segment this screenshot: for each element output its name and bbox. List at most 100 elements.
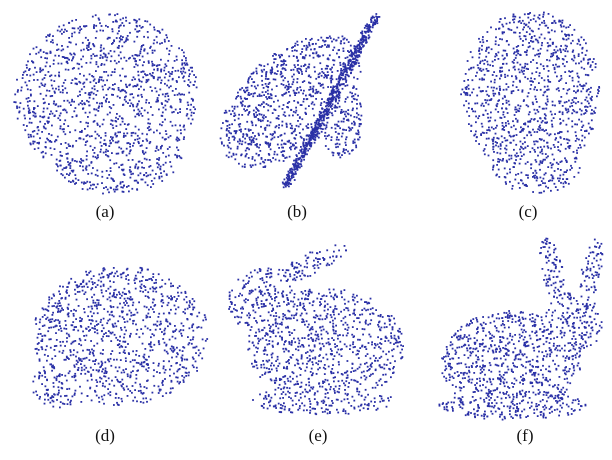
point xyxy=(319,62,321,64)
point xyxy=(138,100,140,102)
point xyxy=(68,180,70,182)
point xyxy=(506,173,508,175)
point xyxy=(319,55,321,57)
point xyxy=(174,325,176,327)
point xyxy=(541,22,543,24)
point xyxy=(338,154,340,156)
point xyxy=(508,69,510,71)
point xyxy=(153,311,155,313)
point xyxy=(294,138,296,140)
point xyxy=(495,40,497,42)
point xyxy=(542,161,544,163)
point xyxy=(126,37,128,39)
point xyxy=(335,131,337,133)
point xyxy=(188,75,190,77)
point xyxy=(137,85,139,87)
point xyxy=(516,109,518,111)
point xyxy=(492,140,494,142)
point xyxy=(97,133,99,135)
point xyxy=(148,309,150,311)
point xyxy=(288,175,290,177)
point xyxy=(154,50,156,52)
point xyxy=(94,55,96,57)
point xyxy=(70,310,72,312)
point xyxy=(338,139,340,141)
point xyxy=(590,64,592,66)
point xyxy=(534,15,536,17)
point xyxy=(44,335,46,337)
point xyxy=(32,381,34,383)
point xyxy=(58,75,60,77)
point xyxy=(45,308,47,310)
point xyxy=(494,59,496,61)
point xyxy=(273,62,275,64)
point xyxy=(544,79,546,81)
point xyxy=(157,166,159,168)
point xyxy=(343,129,345,131)
point xyxy=(62,85,64,87)
point xyxy=(535,71,537,73)
point xyxy=(122,17,124,19)
point xyxy=(256,114,258,116)
point xyxy=(147,175,149,177)
point xyxy=(86,79,88,81)
point xyxy=(192,309,194,311)
point xyxy=(94,305,96,307)
point xyxy=(117,344,119,346)
point xyxy=(52,42,54,44)
point xyxy=(361,33,363,35)
point xyxy=(98,280,100,282)
point xyxy=(183,325,185,327)
point xyxy=(345,142,347,144)
point xyxy=(106,170,108,172)
point xyxy=(579,84,581,86)
point xyxy=(220,138,222,140)
point xyxy=(565,55,567,57)
point xyxy=(161,115,163,117)
point xyxy=(127,373,129,375)
point xyxy=(524,124,526,126)
point xyxy=(282,150,284,152)
point xyxy=(343,111,345,113)
point xyxy=(513,90,515,92)
point xyxy=(157,321,159,323)
point xyxy=(298,71,300,73)
point xyxy=(89,359,91,361)
point xyxy=(262,120,264,122)
point xyxy=(53,60,55,62)
point xyxy=(102,399,104,401)
point xyxy=(194,108,196,110)
point xyxy=(77,95,79,97)
point xyxy=(138,355,140,357)
point xyxy=(89,112,91,114)
point xyxy=(364,27,366,29)
point xyxy=(356,88,358,90)
point xyxy=(590,87,592,89)
point xyxy=(146,306,148,308)
point xyxy=(136,189,138,191)
point xyxy=(137,71,139,73)
point xyxy=(293,100,295,102)
point xyxy=(163,164,165,166)
point xyxy=(115,337,117,339)
point xyxy=(358,50,360,52)
point xyxy=(175,124,177,126)
point xyxy=(554,183,556,185)
point xyxy=(569,106,571,108)
point xyxy=(80,162,82,164)
point xyxy=(127,274,129,276)
point xyxy=(137,182,139,184)
point xyxy=(134,116,136,118)
point xyxy=(269,159,271,161)
point xyxy=(356,103,358,105)
point xyxy=(122,121,124,123)
point xyxy=(81,66,83,68)
point xyxy=(270,105,272,107)
point xyxy=(293,111,295,113)
point xyxy=(327,135,329,137)
point xyxy=(265,116,267,118)
point xyxy=(156,42,158,44)
point xyxy=(110,142,112,144)
point xyxy=(259,114,261,116)
point xyxy=(152,50,154,52)
